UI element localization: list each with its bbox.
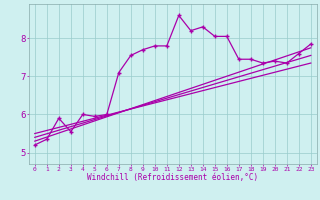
X-axis label: Windchill (Refroidissement éolien,°C): Windchill (Refroidissement éolien,°C) — [87, 173, 258, 182]
